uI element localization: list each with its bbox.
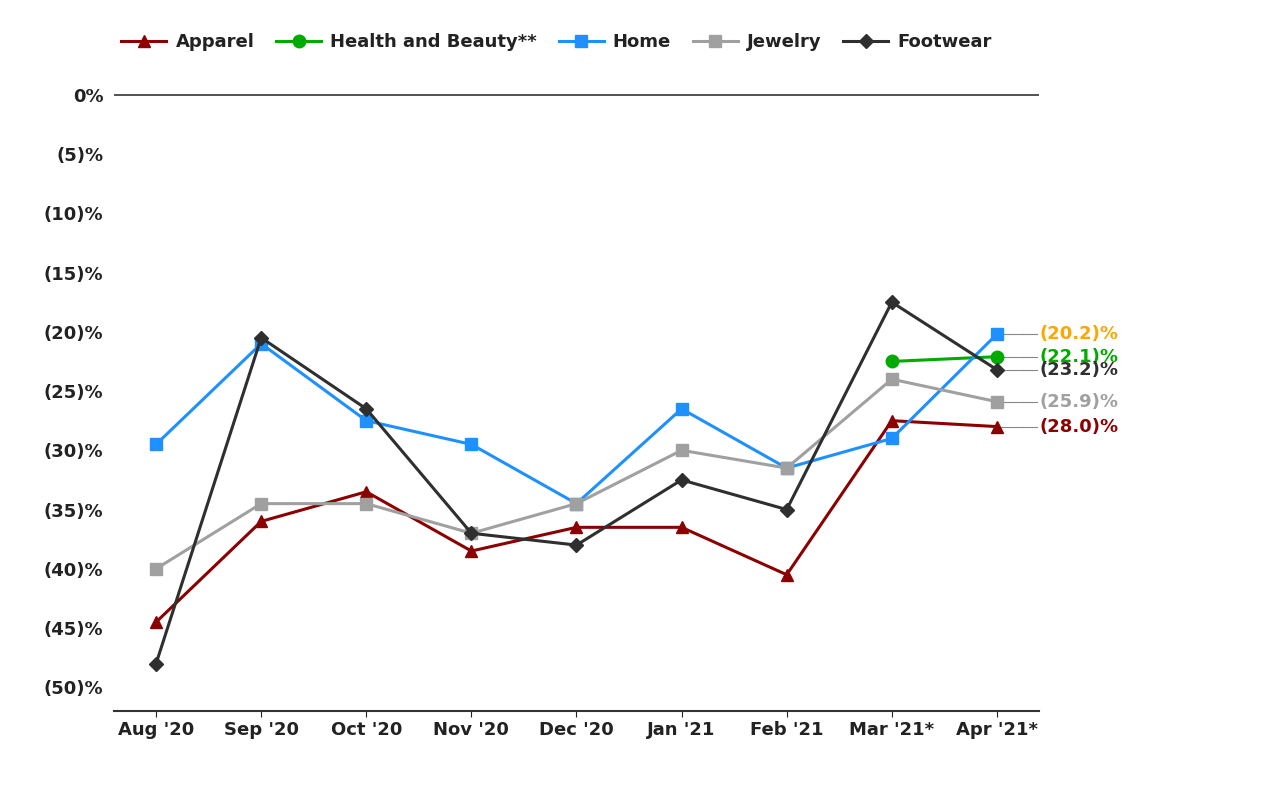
Text: (22.1)%: (22.1)%: [1040, 348, 1119, 366]
Text: (23.2)%: (23.2)%: [1040, 361, 1119, 378]
Text: (25.9)%: (25.9)%: [1040, 393, 1119, 411]
Text: (20.2)%: (20.2)%: [1040, 325, 1119, 343]
Text: (28.0)%: (28.0)%: [1040, 418, 1119, 435]
Legend: Apparel, Health and Beauty**, Home, Jewelry, Footwear: Apparel, Health and Beauty**, Home, Jewe…: [114, 26, 998, 58]
